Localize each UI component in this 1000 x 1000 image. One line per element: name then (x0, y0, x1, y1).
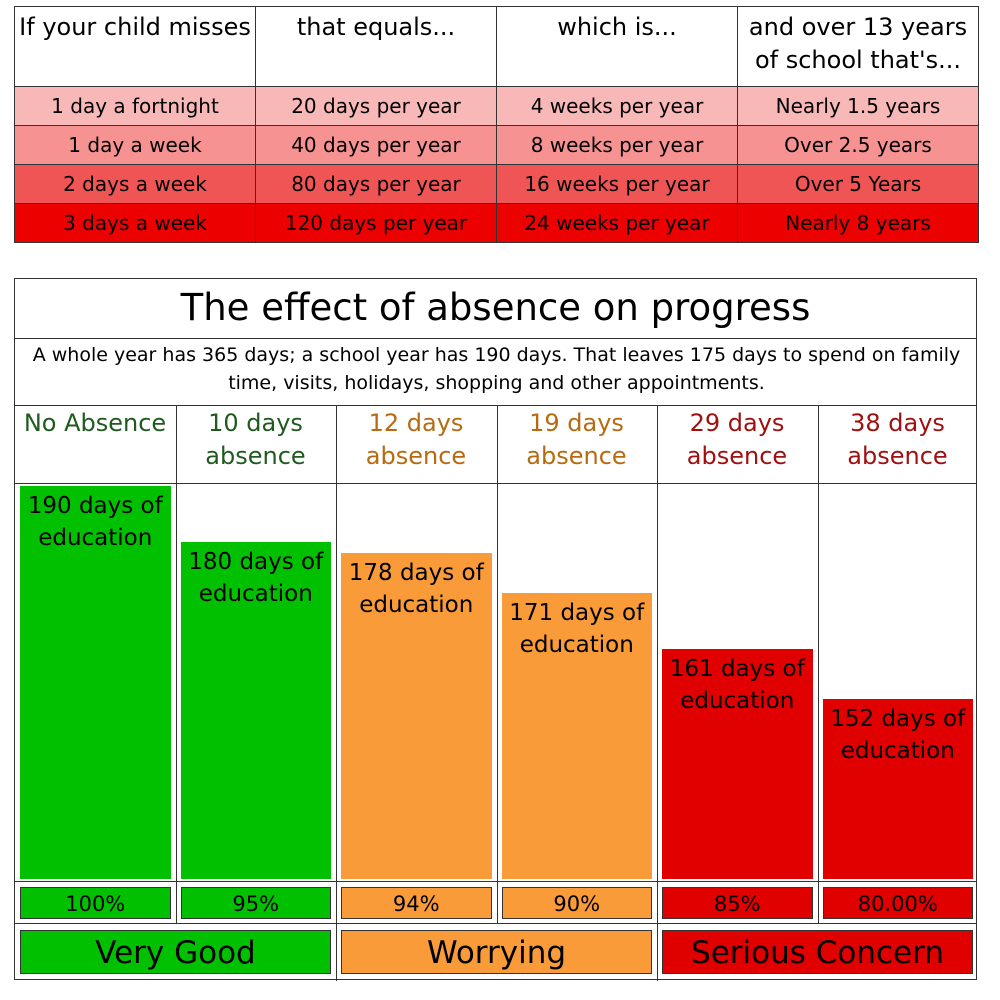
table-row: 1 day a fortnight 20 days per year 4 wee… (14, 86, 979, 126)
chart-subtitle: A whole year has 365 days; a school year… (32, 344, 961, 394)
column-divider (336, 405, 337, 923)
absence-chart-panel: The effect of absence on progress A whol… (14, 278, 977, 981)
bar-2: 180 days of education (180, 542, 331, 879)
absence-table: If your child misses that equals... whic… (14, 6, 979, 243)
table-cell: 16 weeks per year (496, 164, 738, 204)
rating-band: Worrying (341, 930, 652, 974)
column-header: 29 days absence (686, 409, 788, 470)
table-cell: 1 day a week (14, 125, 256, 165)
bar-3: 178 days of education (341, 553, 492, 879)
bar-5: 161 days of education (662, 649, 813, 879)
table-cell: 2 days a week (14, 164, 256, 204)
table-row: 3 days a week 120 days per year 24 weeks… (14, 203, 979, 243)
table-header-row: If your child misses that equals... whic… (14, 6, 979, 87)
column-divider (657, 405, 658, 923)
column-header: 38 days absence (847, 409, 948, 470)
column-header: 12 days absence (365, 409, 467, 470)
percent-label: 85% (662, 887, 813, 919)
percent-label: 90% (501, 887, 652, 919)
column-divider (497, 405, 498, 923)
header-over-13-years: and over 13 years of school that's... (737, 6, 979, 87)
percent-label: 100% (20, 887, 171, 919)
header-which-is: which is... (496, 6, 738, 87)
band-divider (336, 923, 337, 981)
column-divider (818, 405, 819, 923)
table-cell: Over 2.5 years (737, 125, 979, 165)
chart-title: The effect of absence on progress (15, 279, 976, 339)
table-row: 2 days a week 80 days per year 16 weeks … (14, 164, 979, 204)
chart-divider (15, 881, 976, 882)
table-cell: Over 5 Years (737, 164, 979, 204)
chart-divider (15, 405, 976, 406)
column-divider (176, 405, 177, 923)
rating-band: Serious Concern (662, 930, 973, 974)
table-cell: 120 days per year (255, 203, 497, 243)
table-cell: 4 weeks per year (496, 86, 738, 126)
bar-6: 152 days of education (822, 699, 973, 879)
bar-4: 171 days of education (501, 593, 652, 879)
chart-divider (15, 923, 976, 924)
table-cell: 24 weeks per year (496, 203, 738, 243)
header-that-equals: that equals... (255, 6, 497, 87)
table-cell: 1 day a fortnight (14, 86, 256, 126)
column-header: 10 days absence (205, 409, 306, 470)
table-row: 1 day a week 40 days per year 8 weeks pe… (14, 125, 979, 165)
header-child-misses: If your child misses (14, 6, 256, 87)
rating-band: Very Good (20, 930, 331, 974)
band-divider (657, 923, 658, 981)
table-cell: Nearly 8 years (737, 203, 979, 243)
column-header: No Absence (23, 409, 167, 437)
percent-label: 94% (341, 887, 492, 919)
chart-divider (15, 483, 976, 484)
bar-1: 190 days of education (20, 486, 171, 879)
table-cell: Nearly 1.5 years (737, 86, 979, 126)
table-cell: 80 days per year (255, 164, 497, 204)
percent-label: 80.00% (822, 887, 973, 919)
table-cell: 40 days per year (255, 125, 497, 165)
table-cell: 8 weeks per year (496, 125, 738, 165)
column-header: 19 days absence (526, 409, 627, 470)
table-cell: 3 days a week (14, 203, 256, 243)
table-cell: 20 days per year (255, 86, 497, 126)
percent-label: 95% (180, 887, 331, 919)
